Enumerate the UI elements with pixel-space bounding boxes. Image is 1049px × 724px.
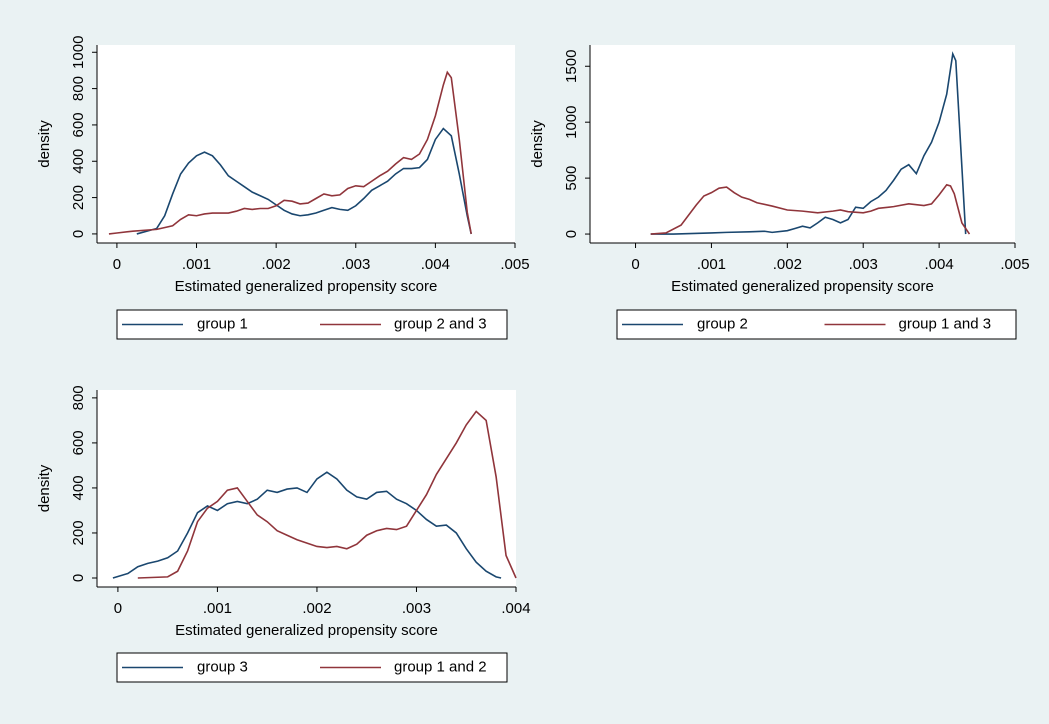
legend-label: group 2 and 3 (394, 315, 487, 332)
x-tick-label: .003 (341, 256, 370, 273)
series-line (136, 127, 472, 235)
y-axis-title: density (36, 120, 53, 168)
series-line (650, 51, 967, 235)
y-tick-label: 0 (563, 230, 580, 238)
legend-label: group 2 (697, 315, 748, 332)
x-axis-title: Estimated generalized propensity score (175, 622, 438, 639)
y-tick-label: 800 (70, 76, 87, 101)
x-tick-label: 0 (114, 600, 122, 617)
x-tick-label: .004 (925, 256, 954, 273)
x-tick-label: .002 (773, 256, 802, 273)
x-tick-label: 0 (631, 256, 639, 273)
y-axis-title: density (36, 464, 53, 512)
x-tick-label: .001 (697, 256, 726, 273)
legend-label: group 1 and 3 (899, 315, 992, 332)
y-tick-label: 1500 (563, 50, 580, 83)
x-tick-label: .002 (262, 256, 291, 273)
x-tick-label: .003 (849, 256, 878, 273)
y-tick-label: 600 (70, 430, 87, 455)
x-tick-label: .005 (1000, 256, 1029, 273)
x-tick-label: .001 (203, 600, 232, 617)
series-line (650, 183, 971, 235)
x-tick-label: .004 (421, 256, 450, 273)
y-tick-label: 200 (70, 185, 87, 210)
legend-box (616, 309, 1017, 340)
y-tick-label: 500 (563, 166, 580, 191)
y-tick-label: 0 (70, 574, 87, 582)
legend-label: group 1 (197, 315, 248, 332)
y-tick-label: 400 (70, 475, 87, 500)
x-tick-label: 0 (113, 256, 121, 273)
x-axis-title: Estimated generalized propensity score (175, 278, 438, 295)
plot-region (97, 390, 516, 587)
x-tick-label: .003 (402, 600, 431, 617)
plot-region (590, 45, 1015, 243)
series-line (112, 471, 502, 579)
y-tick-label: 1000 (70, 36, 87, 69)
x-tick-label: .005 (500, 256, 529, 273)
series-line (137, 410, 517, 579)
x-tick-label: .004 (501, 600, 530, 617)
y-tick-label: 200 (70, 520, 87, 545)
y-axis-title: density (529, 120, 546, 168)
y-tick-label: 600 (70, 112, 87, 137)
y-tick-label: 400 (70, 149, 87, 174)
legend-label: group 1 and 2 (394, 658, 487, 675)
legend-label: group 3 (197, 658, 248, 675)
x-tick-label: .002 (302, 600, 331, 617)
y-tick-label: 800 (70, 385, 87, 410)
series-line (108, 70, 472, 235)
x-tick-label: .001 (182, 256, 211, 273)
y-tick-label: 1000 (563, 105, 580, 138)
x-axis-title: Estimated generalized propensity score (671, 278, 934, 295)
y-tick-label: 0 (70, 230, 87, 238)
